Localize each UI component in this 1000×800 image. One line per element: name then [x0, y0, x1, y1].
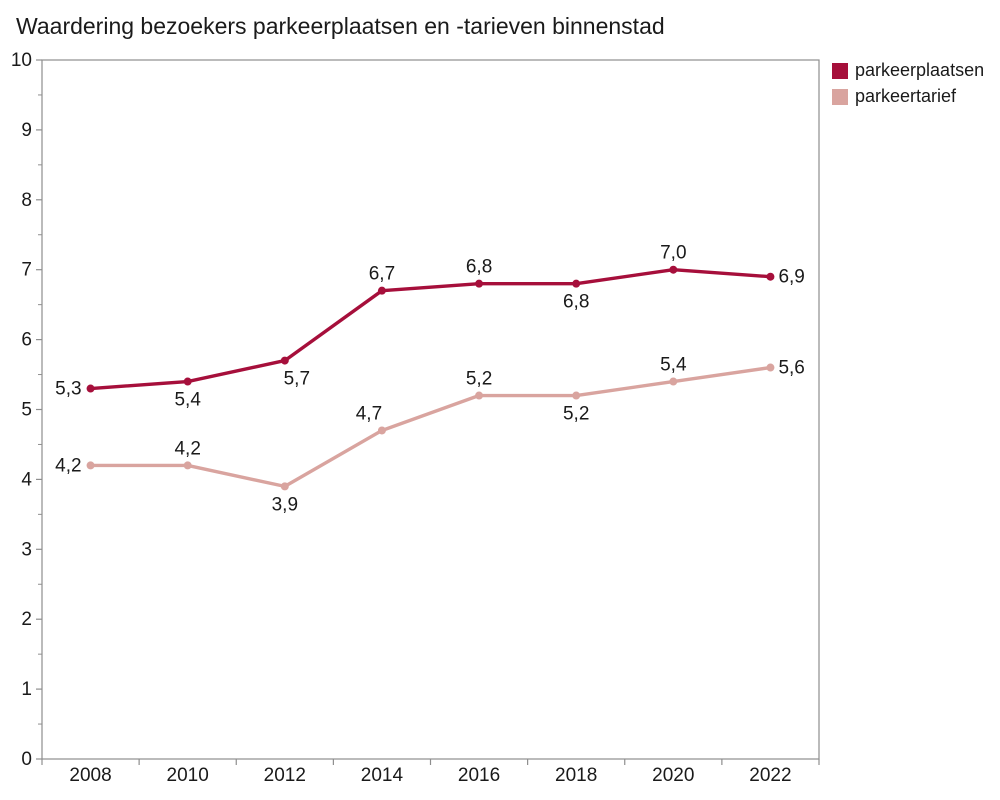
y-axis-tick-label: 6 [21, 330, 32, 351]
legend-label-parkeerplaatsen: parkeerplaatsen [855, 60, 985, 80]
data-label-parkeertarief-2012: 3,9 [272, 494, 298, 515]
data-point-parkeerplaatsen-2012 [280, 356, 289, 365]
data-label-parkeerplaatsen-2020: 7,0 [660, 243, 686, 264]
x-axis-tick-label: 2008 [69, 765, 111, 786]
legend-item-parkeertarief[interactable]: parkeertarief [832, 85, 984, 107]
data-label-parkeertarief-2014: 4,7 [356, 403, 382, 424]
legend-label-parkeertarief: parkeertarief [855, 85, 957, 106]
y-axis-tick-label: 4 [21, 469, 32, 490]
data-point-parkeertarief-2020 [669, 377, 678, 386]
data-point-parkeertarief-2022 [766, 363, 775, 372]
x-axis-tick-label: 2016 [458, 765, 500, 786]
x-axis-tick-label: 2010 [167, 765, 209, 786]
y-axis-tick-label: 9 [21, 120, 32, 141]
data-point-parkeerplaatsen-2010 [183, 377, 192, 386]
x-axis-tick-label: 2012 [264, 765, 306, 786]
chart-title: Waardering bezoekers parkeerplaatsen en … [16, 13, 665, 39]
y-axis-tick-label: 8 [21, 190, 32, 211]
x-axis-tick-label: 2014 [361, 765, 404, 786]
data-label-parkeerplaatsen-2016: 6,8 [466, 257, 492, 278]
data-label-parkeertarief-2010: 4,2 [174, 438, 200, 459]
data-point-parkeertarief-2014 [377, 426, 386, 435]
y-axis-tick-label: 10 [11, 50, 32, 71]
data-label-parkeertarief-2022: 5,6 [778, 358, 804, 379]
data-point-parkeerplaatsen-2008 [86, 384, 95, 393]
data-label-parkeertarief-2018: 5,2 [563, 404, 589, 425]
legend: parkeerplaatsen parkeertarief [832, 60, 985, 107]
data-label-parkeertarief-2020: 5,4 [660, 355, 687, 376]
data-label-parkeerplaatsen-2014: 6,7 [369, 264, 395, 285]
y-axis-tick-label: 5 [21, 400, 32, 421]
data-point-parkeertarief-2010 [183, 461, 192, 470]
data-label-parkeerplaatsen-2018: 6,8 [563, 292, 589, 313]
data-label-parkeerplaatsen-2012: 5,7 [284, 369, 310, 390]
legend-item-parkeerplaatsen[interactable]: parkeerplaatsen [832, 60, 985, 81]
y-axis-tick-label: 3 [21, 539, 32, 560]
plot-border [41, 59, 820, 760]
data-point-parkeertarief-2012 [280, 482, 289, 491]
y-axis-tick-label: 0 [21, 749, 32, 770]
data-point-parkeerplaatsen-2014 [377, 286, 386, 295]
y-axis-tick-label: 2 [21, 609, 32, 630]
data-label-parkeerplaatsen-2010: 5,4 [174, 390, 201, 411]
legend-swatch-parkeerplaatsen [832, 62, 848, 79]
x-axis-tick-label: 2018 [555, 765, 597, 786]
series-line-parkeertarief [88, 365, 773, 489]
data-point-parkeertarief-2018 [572, 391, 581, 400]
data-point-parkeerplaatsen-2020 [669, 265, 678, 274]
data-point-parkeerplaatsen-2016 [475, 279, 484, 288]
legend-swatch-parkeertarief [832, 88, 848, 105]
data-point-parkeertarief-2008 [86, 461, 95, 470]
data-label-parkeerplaatsen-2022: 6,9 [778, 267, 804, 288]
data-label-parkeertarief-2008: 4,2 [55, 455, 81, 476]
data-label-parkeertarief-2016: 5,2 [466, 369, 492, 390]
series-line-parkeerplaatsen [88, 268, 773, 391]
y-axis-tick-label: 7 [21, 260, 32, 281]
x-axis-tick-label: 2022 [749, 765, 791, 786]
data-label-parkeerplaatsen-2008: 5,3 [55, 379, 81, 400]
y-axis-tick-label: 1 [21, 679, 32, 700]
data-point-parkeerplaatsen-2022 [766, 272, 775, 281]
x-axis-tick-label: 2020 [652, 765, 694, 786]
data-point-parkeertarief-2016 [475, 391, 484, 400]
data-point-parkeerplaatsen-2018 [572, 279, 581, 288]
